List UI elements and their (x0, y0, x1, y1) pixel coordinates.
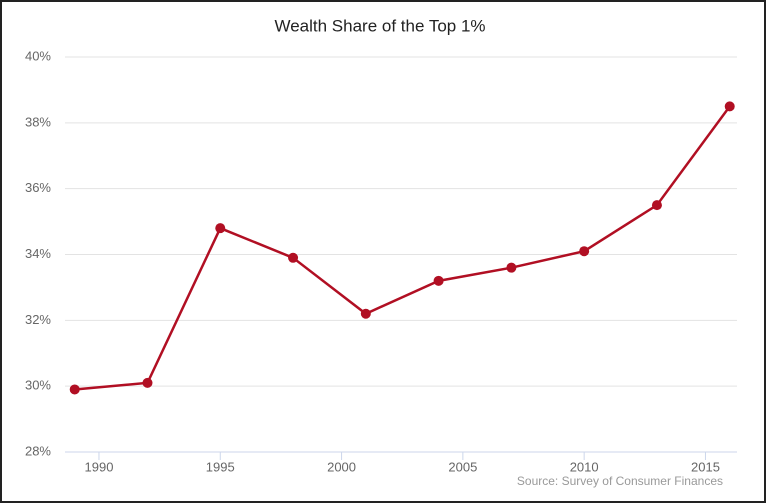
point (579, 246, 590, 257)
y-tick-label: 30% (25, 378, 51, 393)
y-tick-label: 36% (25, 180, 51, 195)
y-tick-label: 32% (25, 312, 51, 327)
line (74, 105, 731, 391)
x-tick-label: 2010 (570, 459, 599, 474)
x-tick-label: 2000 (327, 459, 356, 474)
point (724, 101, 735, 112)
point (506, 262, 517, 273)
x-tick-label: 2015 (691, 459, 720, 474)
source-note: Source: Survey of Consumer Finances (517, 474, 723, 488)
point (69, 384, 80, 395)
point (142, 377, 153, 388)
point (651, 200, 662, 211)
y-tick-label: 40% (25, 48, 51, 63)
x-tick-label: 2005 (448, 459, 477, 474)
x-tick-label: 1990 (85, 459, 114, 474)
point (288, 252, 299, 263)
point (360, 308, 371, 319)
y-tick-label: 28% (25, 443, 51, 458)
y-tick-label: 38% (25, 114, 51, 129)
y-tick-label: 34% (25, 246, 51, 261)
chart-title: Wealth Share of the Top 1% (274, 16, 485, 35)
point (433, 275, 444, 286)
point (215, 223, 226, 234)
x-tick-label: 1995 (206, 459, 235, 474)
